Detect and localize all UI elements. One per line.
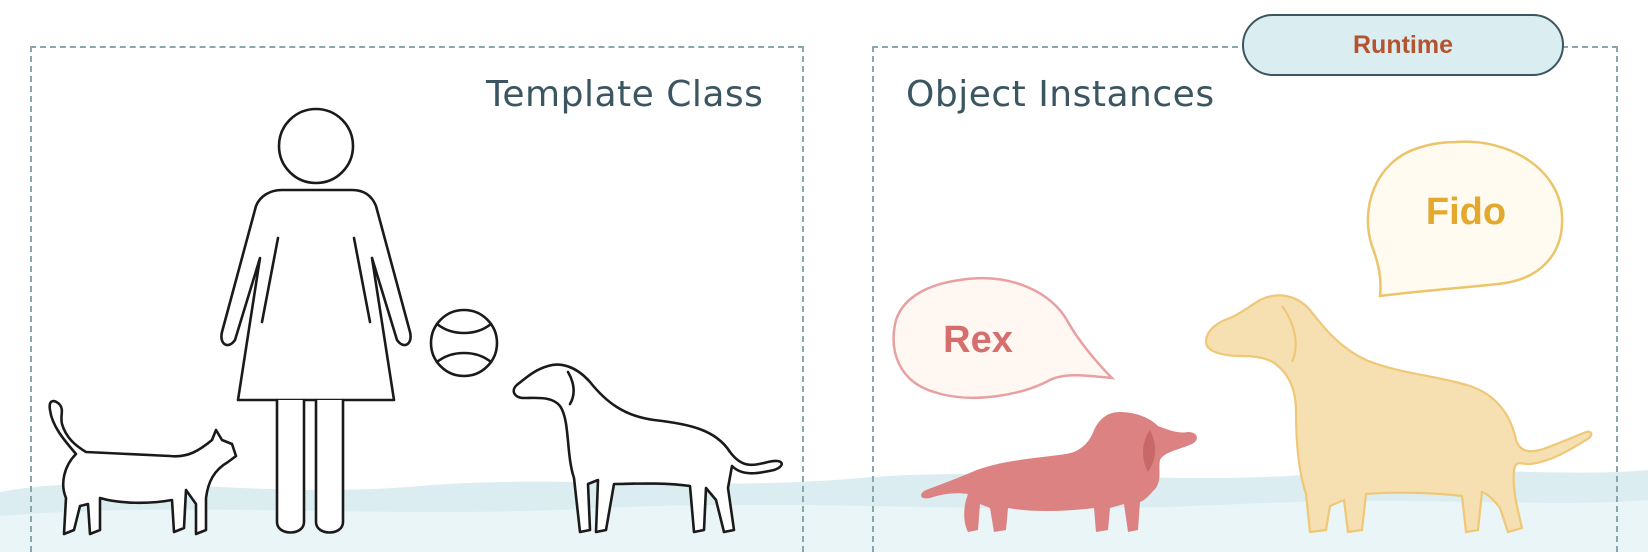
ball-icon [429, 308, 499, 378]
rex-dog-icon [921, 412, 1197, 532]
rex-label: Rex [943, 319, 1013, 361]
runtime-badge-label: Runtime [1353, 30, 1453, 59]
woman-icon [220, 107, 412, 534]
fido-label: Fido [1426, 191, 1506, 233]
fido-dog-icon [1204, 294, 1593, 534]
runtime-badge: Runtime [1242, 14, 1564, 76]
template-class-panel [30, 46, 804, 552]
dog-outline-icon [512, 363, 783, 534]
rex-speech-bubble [892, 277, 1116, 400]
object-instances-title: Object Instances [906, 74, 1215, 115]
fido-speech-bubble [1366, 140, 1564, 298]
cat-icon [48, 399, 238, 536]
object-instances-panel [872, 46, 1618, 552]
ground-wave-light [0, 500, 1648, 552]
template-class-title: Template Class [486, 74, 764, 115]
